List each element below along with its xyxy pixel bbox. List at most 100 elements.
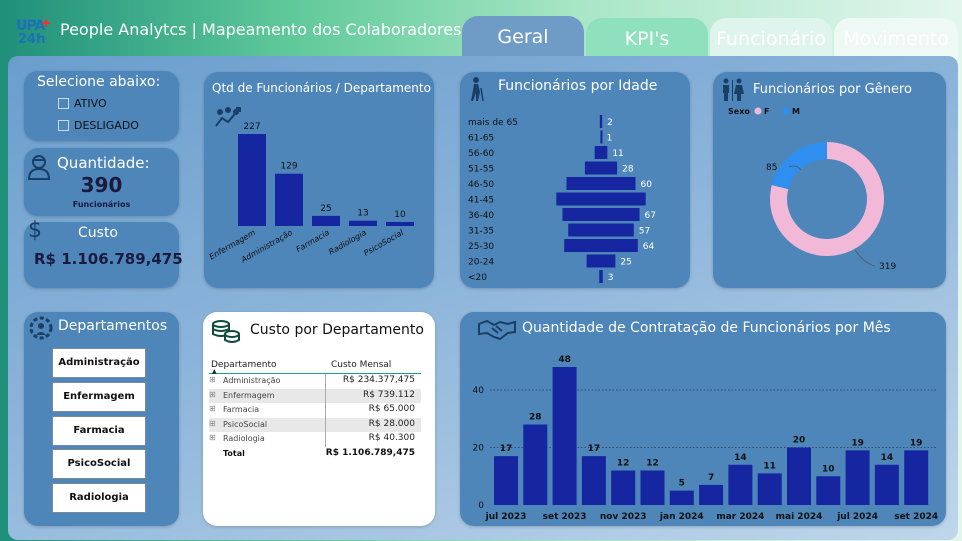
department-button-psicosocial[interactable]: PsicoSocial [52,449,146,479]
bar[interactable] [640,470,665,506]
bar[interactable] [757,473,782,505]
data-label: 60 [641,180,653,190]
quantity-title: Quantidade: [57,154,150,172]
bar[interactable] [552,367,577,505]
department-cell: Radiologia [223,434,265,443]
checkbox[interactable] [58,98,69,109]
quantity-unit: Funcionários [72,200,131,209]
bar[interactable] [904,450,929,505]
table-row[interactable]: ⊞ Enfermagem R$ 739.112 [209,388,421,403]
bar[interactable] [562,208,640,221]
expand-icon[interactable]: ⊞ [209,418,216,428]
bar[interactable] [568,223,634,237]
tab-funcionario[interactable]: Funcionário [710,18,832,60]
bar[interactable] [728,464,753,505]
department-button-enfermagem[interactable]: Enfermagem [52,382,146,412]
cross-icon [42,19,50,27]
bar[interactable] [523,424,548,506]
data-label: 17 [588,444,601,454]
expand-icon[interactable]: ⊞ [209,433,216,442]
column-header-custo[interactable]: Custo Mensal [331,360,392,370]
upa-logo: UPA 24h [16,18,50,50]
tab-kpis[interactable]: KPI's [586,18,708,60]
bar[interactable] [845,450,870,505]
data-label: 13 [357,209,368,219]
legend-marker[interactable] [782,107,790,115]
expand-icon[interactable]: ⊞ [209,389,216,399]
expand-icon[interactable]: ⊞ [209,375,216,384]
category-label: 51-55 [468,165,494,175]
data-label: 28 [622,165,634,175]
table-row[interactable]: ⊞ Radiologia R$ 40.300 [209,432,421,447]
bar[interactable] [581,456,606,505]
status-slicer: Selecione abaixo: ATIVO DESLIGADO [24,71,179,141]
hires-per-month-chart[interactable]: Quantidade de Contratação de Funcionário… [460,312,946,526]
gender-donut-plot: Sexo F M 319 85 [728,107,896,272]
departments-slicer: Departamentos Administração Enfermagem F… [24,312,179,526]
expand-icon[interactable]: ⊞ [209,404,216,413]
data-label: 25 [320,204,331,214]
department-cell: Enfermagem [223,390,275,400]
bar[interactable] [275,173,303,226]
category-label: Farmacia [294,228,331,254]
department-cell: PsicoSocial [223,419,268,429]
data-label: 19 [851,438,864,448]
department-button-radiologia[interactable]: Radiologia [52,483,146,513]
bar[interactable] [564,239,638,252]
bar[interactable] [874,464,899,505]
legend-marker[interactable] [754,107,762,115]
slicer-option-desligado[interactable]: DESLIGADO [58,119,168,133]
total-value: R$ 1.106.789,475 [325,447,415,458]
tab-geral[interactable]: Geral [462,16,584,58]
bar[interactable] [584,161,618,175]
bar[interactable] [611,470,636,506]
tab-movimento[interactable]: Movimento [834,18,958,60]
column-divider [325,388,326,403]
data-label: 17 [500,444,513,454]
bar[interactable] [566,177,636,190]
bar[interactable] [816,476,841,505]
bar[interactable] [586,254,616,268]
departments-title: Departamentos [58,318,168,334]
dept-headcount-chart[interactable]: Qtd de Funcionários / Departamento 227 En… [204,72,434,288]
bar[interactable] [599,115,603,128]
bar[interactable] [594,146,608,159]
bar[interactable] [556,192,646,206]
hires-chart-title: Quantidade de Contratação de Funcionário… [522,320,891,336]
age-chart[interactable]: Funcionários por Idade mais de 65 2 61-65 1… [460,72,690,288]
legend-title: Sexo [728,107,750,116]
category-label: 25-30 [468,242,494,252]
x-tick-label: set 2024 [894,512,938,522]
bar[interactable] [787,447,811,506]
bar[interactable] [699,484,724,505]
slicer-option-ativo[interactable]: ATIVO [58,97,158,111]
bar[interactable] [669,490,694,505]
column-header-departamento[interactable]: Departamento [211,360,277,370]
department-cell: Farmacia [223,405,260,414]
bar[interactable] [600,130,603,144]
total-label: Total [223,448,245,458]
table-row[interactable]: ⊞ PsicoSocial R$ 28.000 [209,417,421,432]
bar[interactable] [238,134,266,226]
department-button-farmacia[interactable]: Farmacia [52,416,146,446]
sort-asc-icon[interactable]: ▲ [212,368,217,375]
checkbox[interactable] [58,120,69,131]
bar[interactable] [494,456,518,505]
donut-slice[interactable] [771,142,827,190]
legend-label[interactable]: F [764,107,769,116]
cost-table-title: Custo por Departamento [250,322,424,338]
table-row[interactable]: ⊞ Farmacia R$ 65.000 [209,403,421,418]
cost-cell: R$ 65.000 [368,404,415,414]
x-tick-label: nov 2023 [600,512,647,522]
donut-slice[interactable] [770,142,884,256]
bar[interactable] [312,215,340,226]
department-button-administracao[interactable]: Administração [52,348,146,378]
bar[interactable] [599,270,603,283]
bar[interactable] [386,221,414,226]
x-tick-label: jul 2024 [836,512,878,522]
table-row[interactable]: ⊞ Administração R$ 234.377,475 [209,374,421,389]
gender-chart[interactable]: Funcionários por Gênero Sexo F M 319 85 [713,72,946,288]
data-label: 319 [879,262,896,272]
legend-label[interactable]: M [792,107,800,116]
bar[interactable] [349,220,377,226]
